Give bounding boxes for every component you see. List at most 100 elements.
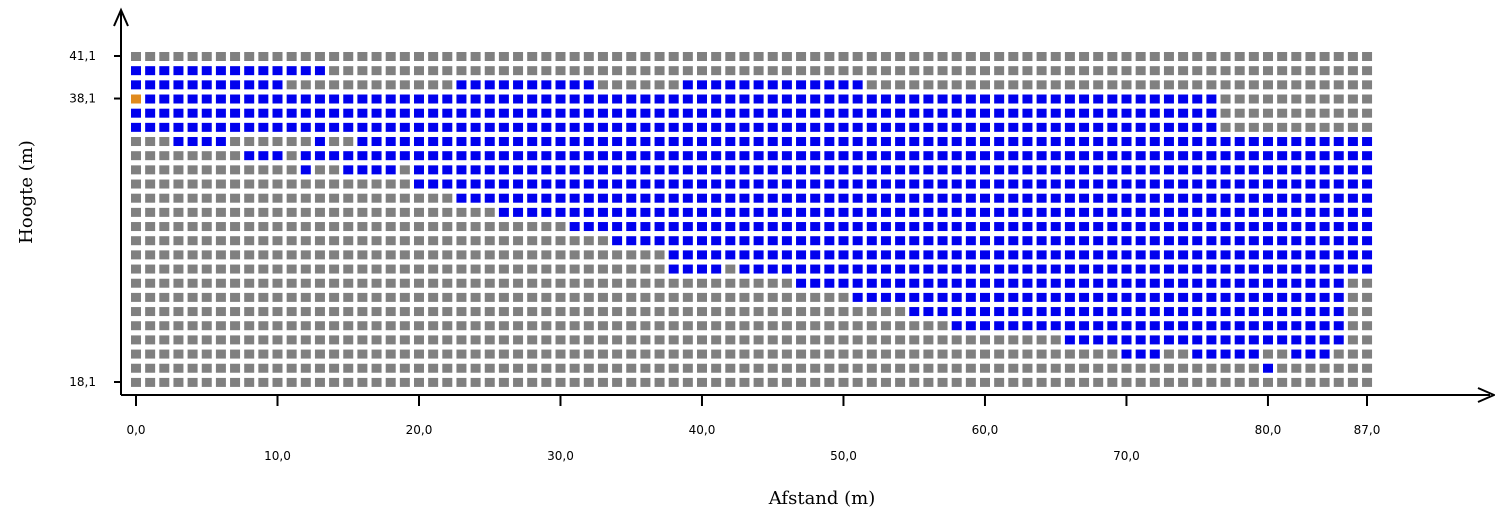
cell-grey [527, 236, 538, 246]
cell-grey [626, 80, 637, 90]
cell-grey [866, 335, 877, 345]
cell-grey [456, 349, 467, 359]
cell-grey [300, 321, 311, 331]
cell-grey [1192, 80, 1203, 90]
cell-blue [258, 94, 269, 104]
cell-grey [1333, 377, 1344, 387]
cell-blue [1192, 165, 1203, 175]
cell-blue [527, 122, 538, 132]
cell-blue [484, 165, 495, 175]
cell-blue [1305, 165, 1316, 175]
cell-grey [909, 52, 920, 61]
cell-grey [980, 335, 990, 345]
cell-grey [682, 349, 693, 359]
cell-blue [244, 108, 255, 118]
cell-grey [357, 52, 368, 61]
cell-blue [951, 222, 962, 232]
cell-grey [923, 335, 934, 345]
cell-blue [1263, 264, 1273, 274]
cell-blue [1121, 193, 1132, 203]
cell-grey [1362, 321, 1373, 331]
cell-blue [569, 122, 580, 132]
cell-blue [824, 137, 835, 147]
cell-blue [654, 94, 665, 104]
cell-blue [1022, 151, 1033, 161]
cell-grey [230, 222, 241, 232]
cell-grey [923, 377, 934, 387]
cell-blue [824, 94, 835, 104]
cell-blue [513, 193, 524, 203]
cell-blue [1008, 250, 1019, 260]
cell-blue [215, 137, 226, 147]
cell-blue [1234, 321, 1245, 331]
cell-grey [399, 363, 410, 373]
cell-grey [513, 236, 524, 246]
cell-blue [965, 278, 976, 288]
cell-blue [1192, 236, 1203, 246]
cell-blue [1234, 236, 1245, 246]
cell-grey [399, 377, 410, 387]
cell-blue [909, 236, 920, 246]
cell-blue [1121, 165, 1132, 175]
cell-grey [895, 52, 906, 61]
cell-blue [498, 94, 509, 104]
cell-grey [994, 349, 1005, 359]
cell-blue [824, 165, 835, 175]
cell-blue [781, 193, 792, 203]
cell-blue [880, 193, 891, 203]
cell-grey [781, 335, 792, 345]
cell-grey [838, 349, 849, 359]
cell-blue [725, 151, 736, 161]
cell-blue [640, 222, 651, 232]
cell-grey [541, 321, 552, 331]
cell-blue [1079, 335, 1090, 345]
cell-grey [1347, 349, 1358, 359]
cell-grey [371, 80, 382, 90]
cell-grey [300, 250, 311, 260]
cell-blue [781, 108, 792, 118]
cell-grey [428, 222, 439, 232]
cell-grey [145, 137, 156, 147]
cell-blue [1093, 207, 1104, 217]
cell-blue [937, 264, 948, 274]
cell-blue [1277, 222, 1288, 232]
cell-blue [1291, 250, 1302, 260]
cell-blue [951, 236, 962, 246]
cell-blue [456, 80, 467, 90]
cell-blue [583, 165, 594, 175]
cell-blue [895, 264, 906, 274]
cell-blue [1206, 278, 1217, 288]
cell-grey [1362, 292, 1373, 302]
cell-grey [145, 349, 156, 359]
cell-blue [725, 236, 736, 246]
cell-blue [739, 222, 750, 232]
cell-grey [385, 335, 396, 345]
cell-grey [329, 222, 340, 232]
cell-blue [711, 222, 722, 232]
cell-blue [470, 193, 481, 203]
cell-blue [1362, 207, 1373, 217]
cell-blue [994, 250, 1005, 260]
cell-blue [1206, 165, 1217, 175]
cell-grey [866, 321, 877, 331]
cell-grey [1305, 80, 1316, 90]
cell-grey [513, 250, 524, 260]
cell-grey [159, 307, 170, 317]
cell-grey [838, 307, 849, 317]
cell-grey [286, 321, 297, 331]
cell-blue [895, 250, 906, 260]
cell-blue [314, 66, 325, 76]
cell-grey [159, 250, 170, 260]
cell-blue [640, 193, 651, 203]
cell-blue [1248, 250, 1259, 260]
cell-grey [470, 349, 481, 359]
cell-blue [866, 179, 877, 189]
cell-blue [1192, 349, 1203, 359]
cell-blue [131, 66, 141, 76]
cell-blue [612, 222, 623, 232]
x-tick-label: 60,0 [972, 423, 999, 437]
cell-grey [314, 377, 325, 387]
cell-blue [1178, 165, 1189, 175]
cell-grey [965, 377, 976, 387]
cell-blue [909, 193, 920, 203]
